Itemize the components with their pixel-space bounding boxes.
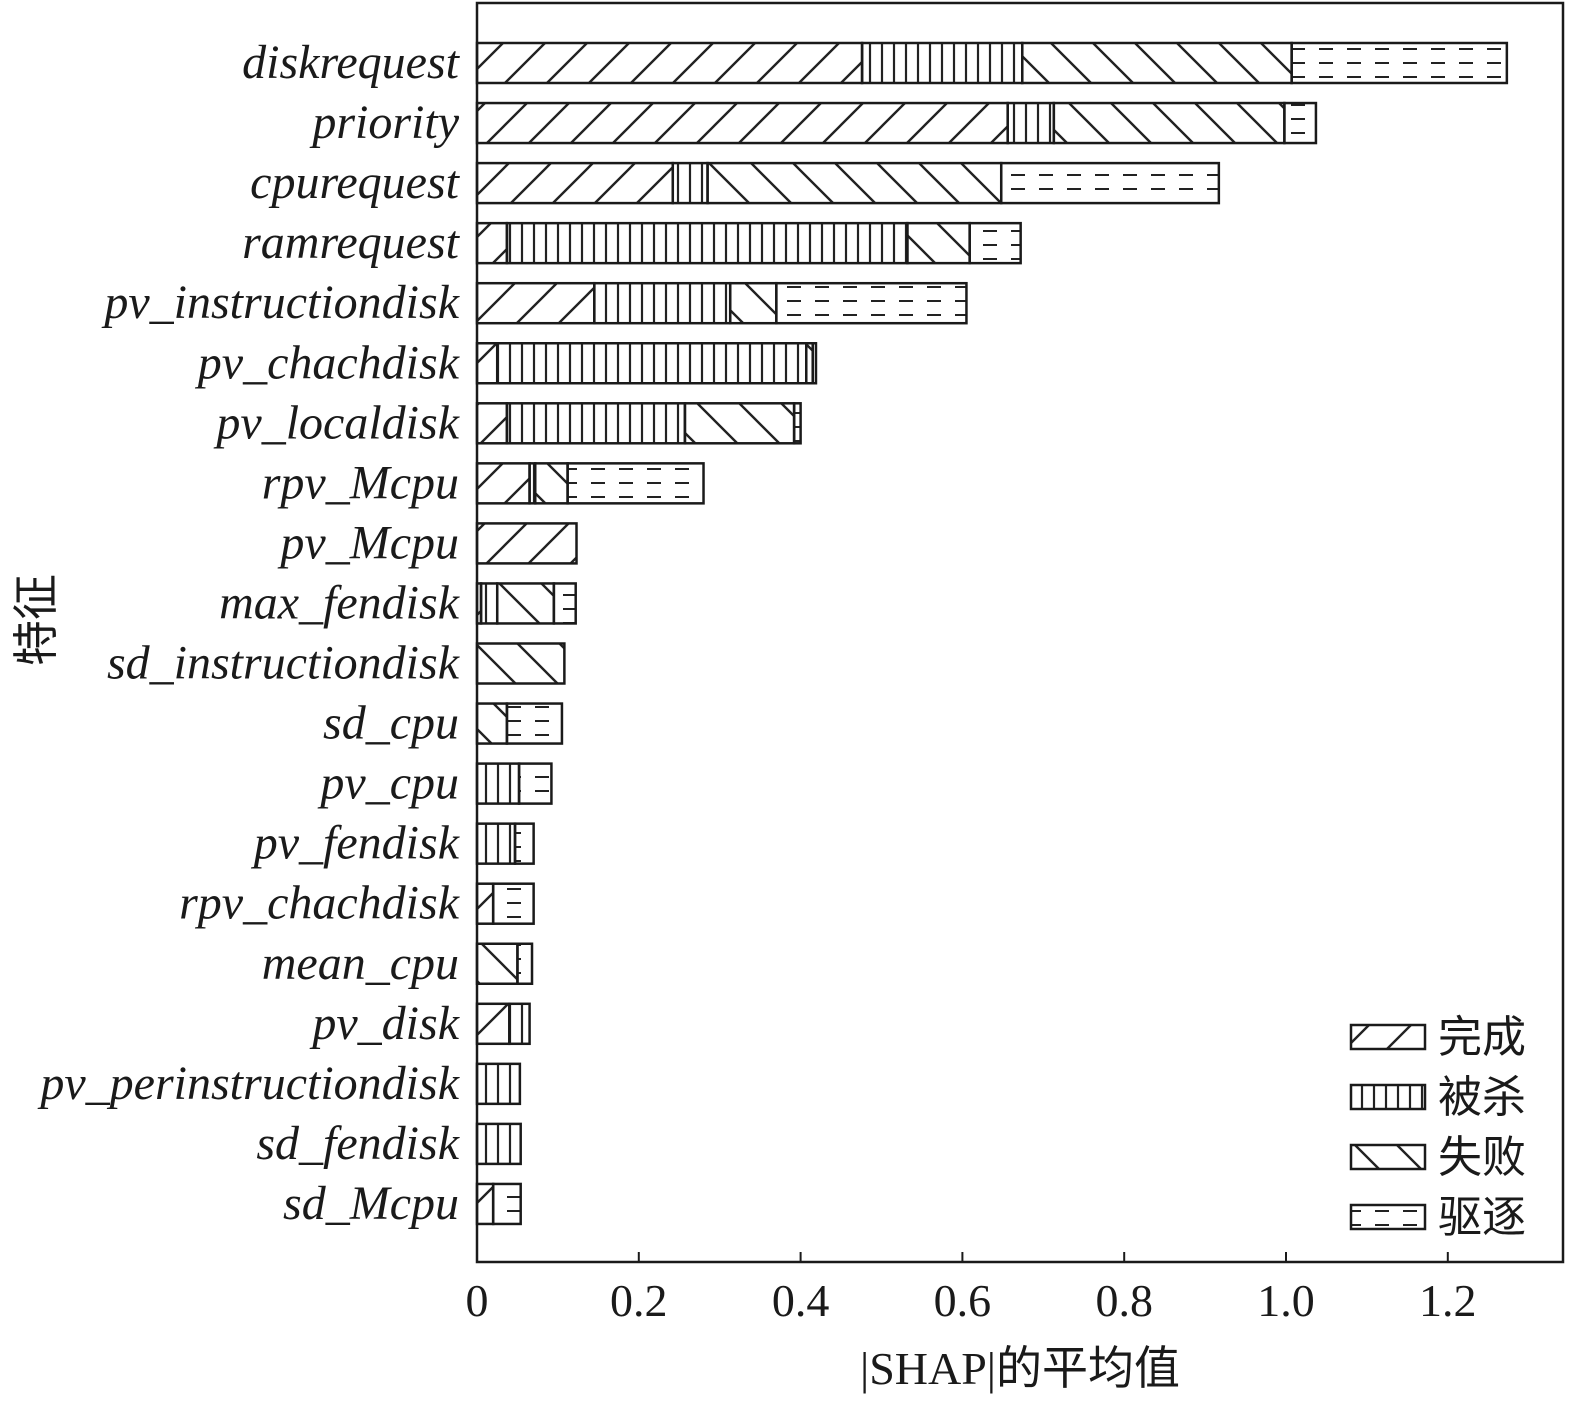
legend-swatch-0 — [1349, 1023, 1427, 1051]
bar-rpv_chachdisk-series-3 — [491, 882, 535, 925]
legend-label-1: 被杀 — [1438, 1072, 1526, 1123]
x-tick-label: 0 — [466, 1275, 489, 1326]
bar-pv_fendisk-series-3 — [513, 822, 535, 865]
bar-sd_cpu-series-2 — [475, 702, 509, 745]
bar-pv_instructiondisk-series-2 — [728, 281, 778, 325]
bar-max_fendisk-series-2 — [495, 582, 556, 625]
bar-pv_localdisk-series-2 — [683, 402, 796, 445]
bar-diskrequest-series-2 — [1021, 41, 1293, 85]
feature-label-pv_Mcpu: pv_Mcpu — [277, 516, 459, 569]
bar-rpv_Mcpu-series-3 — [566, 462, 705, 505]
feature-label-rpv_chachdisk: rpv_chachdisk — [179, 877, 461, 930]
bar-diskrequest-series-1 — [860, 41, 1024, 85]
bar-pv_disk-series-0 — [475, 1002, 511, 1046]
feature-label-pv_disk: pv_disk — [309, 997, 460, 1050]
plot-frame — [475, 1, 1565, 1264]
x-tick-label: 0.6 — [934, 1275, 992, 1326]
bar-pv_localdisk-series-1 — [505, 402, 687, 445]
feature-label-sd_cpu: sd_cpu — [323, 697, 459, 750]
bar-pv_cpu-series-3 — [517, 762, 553, 805]
feature-label-max_fendisk: max_fendisk — [219, 576, 461, 629]
feature-label-pv_perinstructiondisk: pv_perinstructiondisk — [37, 1057, 460, 1110]
bar-rpv_Mcpu-series-0 — [475, 462, 531, 505]
bar-sd_Mcpu-series-0 — [475, 1182, 495, 1226]
bar-cpurequest-series-2 — [706, 161, 1003, 205]
legend-label-0: 完成 — [1438, 1012, 1526, 1063]
bar-priority-series-1 — [1006, 101, 1056, 145]
legend-swatch-1 — [1349, 1083, 1427, 1111]
x-tick-label: 1.0 — [1257, 1275, 1315, 1326]
bar-sd_cpu-series-3 — [505, 702, 564, 745]
bar-sd_fendisk-series-1 — [475, 1122, 522, 1166]
bar-pv_disk-series-1 — [508, 1002, 531, 1046]
bar-pv_Mcpu-series-0 — [475, 522, 578, 565]
bar-max_fendisk-series-1 — [479, 582, 499, 625]
feature-label-sd_Mcpu: sd_Mcpu — [283, 1177, 459, 1230]
legend-swatch-2 — [1349, 1143, 1427, 1171]
bar-priority-series-0 — [475, 101, 1009, 145]
bar-pv_localdisk-series-0 — [475, 402, 509, 445]
bar-ramrequest-series-1 — [505, 221, 909, 265]
bar-sd_instructiondisk-series-2 — [475, 642, 566, 685]
bar-pv_localdisk-series-3 — [792, 402, 802, 445]
bar-diskrequest-series-3 — [1290, 41, 1509, 85]
feature-label-sd_fendisk: sd_fendisk — [256, 1117, 460, 1170]
bar-diskrequest-series-0 — [475, 41, 864, 85]
bar-mean_cpu-series-2 — [475, 942, 519, 985]
bar-ramrequest-series-3 — [968, 221, 1022, 265]
legend-swatch-3 — [1349, 1203, 1427, 1231]
bar-cpurequest-series-1 — [671, 161, 709, 205]
feature-labels: diskrequest priority cpurequest ramrequest p… — [37, 36, 460, 1230]
bar-max_fendisk-series-3 — [552, 582, 577, 625]
bar-ramrequest-series-0 — [475, 221, 509, 265]
y-axis-title: 特征 — [11, 574, 62, 666]
bar-priority-series-2 — [1052, 101, 1286, 145]
bar-pv_chachdisk-series-0 — [475, 342, 499, 385]
feature-label-diskrequest: diskrequest — [242, 36, 461, 89]
bars-layer — [475, 41, 1509, 1226]
legend-label-3: 驱逐 — [1438, 1192, 1526, 1243]
feature-label-pv_fendisk: pv_fendisk — [251, 817, 461, 870]
bar-pv_chachdisk-series-3 — [811, 342, 818, 385]
bar-rpv_chachdisk-series-0 — [475, 882, 495, 925]
bar-cpurequest-series-0 — [475, 161, 675, 205]
bar-cpurequest-series-3 — [999, 161, 1221, 205]
bar-pv_perinstructiondisk-series-1 — [475, 1062, 522, 1106]
x-tick-label: 0.8 — [1095, 1275, 1153, 1326]
legend-label-2: 失败 — [1438, 1132, 1526, 1183]
bar-mean_cpu-series-3 — [516, 942, 534, 985]
feature-label-ramrequest: ramrequest — [242, 216, 461, 269]
feature-label-pv_instructiondisk: pv_instructiondisk — [101, 276, 460, 329]
feature-label-cpurequest: cpurequest — [250, 156, 460, 209]
bar-pv_instructiondisk-series-1 — [593, 281, 732, 325]
bar-pv_fendisk-series-1 — [475, 822, 517, 865]
x-axis: 0 0.2 0.4 0.6 0.8 1.0 1.2 — [466, 1252, 1477, 1326]
bar-pv_chachdisk-series-1 — [495, 342, 808, 385]
feature-label-pv_cpu: pv_cpu — [317, 757, 459, 810]
feature-label-pv_localdisk: pv_localdisk — [213, 396, 460, 449]
feature-label-mean_cpu: mean_cpu — [262, 937, 459, 990]
bar-pv_cpu-series-1 — [475, 762, 521, 805]
x-tick-label: 0.4 — [772, 1275, 830, 1326]
bar-ramrequest-series-2 — [906, 221, 971, 265]
x-tick-label: 1.2 — [1419, 1275, 1477, 1326]
bar-pv_instructiondisk-series-0 — [475, 281, 596, 325]
bar-sd_Mcpu-series-3 — [491, 1182, 522, 1226]
feature-label-pv_chachdisk: pv_chachdisk — [195, 336, 461, 389]
x-axis-title: |SHAP|的平均值 — [860, 1343, 1180, 1394]
bar-rpv_Mcpu-series-2 — [533, 462, 569, 505]
x-tick-label: 0.2 — [610, 1275, 668, 1326]
feature-label-rpv_Mcpu: rpv_Mcpu — [262, 456, 459, 509]
bar-pv_instructiondisk-series-3 — [775, 281, 968, 325]
feature-label-priority: priority — [309, 96, 459, 149]
bar-priority-series-3 — [1283, 101, 1318, 145]
feature-label-sd_instructiondisk: sd_instructiondisk — [107, 637, 461, 690]
